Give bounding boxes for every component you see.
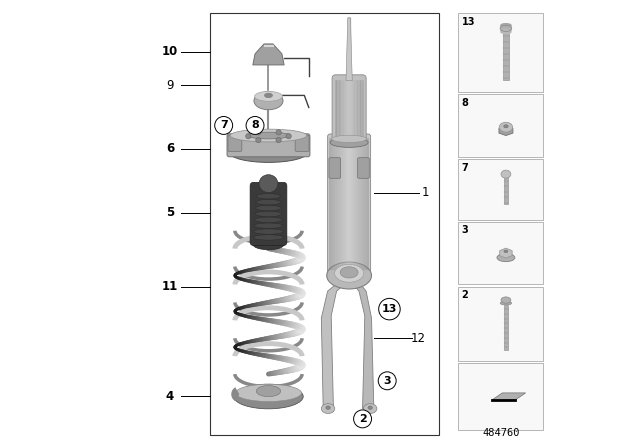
Bar bbox=[210, 13, 439, 435]
Circle shape bbox=[276, 129, 281, 135]
Ellipse shape bbox=[254, 92, 283, 110]
FancyBboxPatch shape bbox=[295, 135, 309, 151]
Circle shape bbox=[256, 129, 261, 135]
Bar bbox=[503, 29, 509, 80]
Ellipse shape bbox=[500, 30, 512, 34]
Ellipse shape bbox=[257, 386, 280, 396]
Text: 484760: 484760 bbox=[483, 428, 520, 438]
Text: 7: 7 bbox=[461, 163, 468, 172]
Ellipse shape bbox=[253, 229, 284, 234]
Ellipse shape bbox=[236, 384, 301, 401]
Bar bbox=[458, 287, 543, 361]
Circle shape bbox=[256, 138, 261, 143]
Text: 13: 13 bbox=[381, 304, 397, 314]
Ellipse shape bbox=[364, 404, 377, 414]
Text: 12: 12 bbox=[411, 332, 426, 345]
Ellipse shape bbox=[253, 238, 284, 250]
Ellipse shape bbox=[255, 91, 282, 101]
Polygon shape bbox=[492, 393, 525, 400]
Bar bbox=[458, 13, 543, 92]
Ellipse shape bbox=[256, 199, 281, 205]
FancyBboxPatch shape bbox=[332, 75, 366, 142]
FancyBboxPatch shape bbox=[227, 134, 310, 157]
Text: 2: 2 bbox=[461, 290, 468, 300]
Text: 11: 11 bbox=[162, 280, 178, 293]
Ellipse shape bbox=[497, 254, 515, 262]
Polygon shape bbox=[500, 248, 512, 258]
Ellipse shape bbox=[499, 122, 513, 132]
Ellipse shape bbox=[504, 250, 508, 253]
Ellipse shape bbox=[504, 125, 508, 128]
Bar bbox=[458, 363, 543, 430]
Ellipse shape bbox=[500, 25, 512, 29]
Bar bbox=[458, 159, 543, 220]
Text: 3: 3 bbox=[461, 225, 468, 235]
Circle shape bbox=[246, 134, 251, 139]
Polygon shape bbox=[253, 44, 284, 65]
Ellipse shape bbox=[501, 297, 511, 303]
Text: 10: 10 bbox=[162, 45, 178, 58]
Polygon shape bbox=[351, 280, 374, 410]
Ellipse shape bbox=[327, 262, 371, 289]
Bar bbox=[504, 305, 508, 349]
Ellipse shape bbox=[255, 211, 282, 217]
FancyBboxPatch shape bbox=[328, 134, 371, 274]
Ellipse shape bbox=[257, 194, 280, 199]
Ellipse shape bbox=[264, 93, 273, 98]
Ellipse shape bbox=[254, 223, 283, 228]
Circle shape bbox=[215, 116, 233, 134]
Text: 2: 2 bbox=[358, 414, 367, 424]
Text: 7: 7 bbox=[220, 121, 228, 130]
Text: 3: 3 bbox=[383, 376, 391, 386]
Ellipse shape bbox=[234, 384, 303, 409]
Ellipse shape bbox=[321, 404, 335, 414]
Ellipse shape bbox=[330, 138, 368, 147]
Wedge shape bbox=[231, 387, 239, 401]
Ellipse shape bbox=[253, 235, 284, 240]
Ellipse shape bbox=[500, 28, 512, 33]
Ellipse shape bbox=[332, 135, 367, 142]
Ellipse shape bbox=[326, 406, 330, 409]
Ellipse shape bbox=[335, 264, 364, 282]
Circle shape bbox=[378, 372, 396, 390]
Bar bbox=[458, 222, 543, 284]
Text: 5: 5 bbox=[166, 206, 174, 220]
Ellipse shape bbox=[500, 26, 512, 31]
Ellipse shape bbox=[340, 267, 358, 278]
Text: 8: 8 bbox=[461, 98, 468, 108]
Text: 9: 9 bbox=[166, 78, 173, 92]
Ellipse shape bbox=[368, 406, 372, 409]
FancyBboxPatch shape bbox=[228, 135, 242, 151]
Text: 8: 8 bbox=[251, 121, 259, 130]
Polygon shape bbox=[321, 280, 347, 410]
Ellipse shape bbox=[255, 217, 282, 223]
Bar bbox=[504, 177, 508, 204]
Text: 6: 6 bbox=[166, 142, 174, 155]
Circle shape bbox=[286, 134, 291, 139]
Ellipse shape bbox=[501, 170, 511, 178]
Ellipse shape bbox=[247, 132, 290, 139]
Text: 4: 4 bbox=[166, 390, 174, 403]
FancyBboxPatch shape bbox=[329, 158, 340, 178]
Ellipse shape bbox=[230, 129, 307, 142]
FancyBboxPatch shape bbox=[358, 158, 369, 178]
Polygon shape bbox=[346, 18, 352, 81]
Ellipse shape bbox=[255, 205, 282, 211]
Bar bbox=[458, 94, 543, 157]
Circle shape bbox=[379, 298, 400, 320]
Text: 13: 13 bbox=[461, 17, 475, 27]
Ellipse shape bbox=[500, 23, 512, 27]
FancyBboxPatch shape bbox=[250, 182, 287, 246]
Text: 1: 1 bbox=[422, 186, 429, 199]
Polygon shape bbox=[499, 126, 513, 136]
Ellipse shape bbox=[229, 142, 308, 162]
Ellipse shape bbox=[500, 302, 512, 305]
Ellipse shape bbox=[259, 175, 278, 193]
Circle shape bbox=[246, 116, 264, 134]
Circle shape bbox=[354, 410, 371, 428]
Circle shape bbox=[276, 138, 281, 143]
